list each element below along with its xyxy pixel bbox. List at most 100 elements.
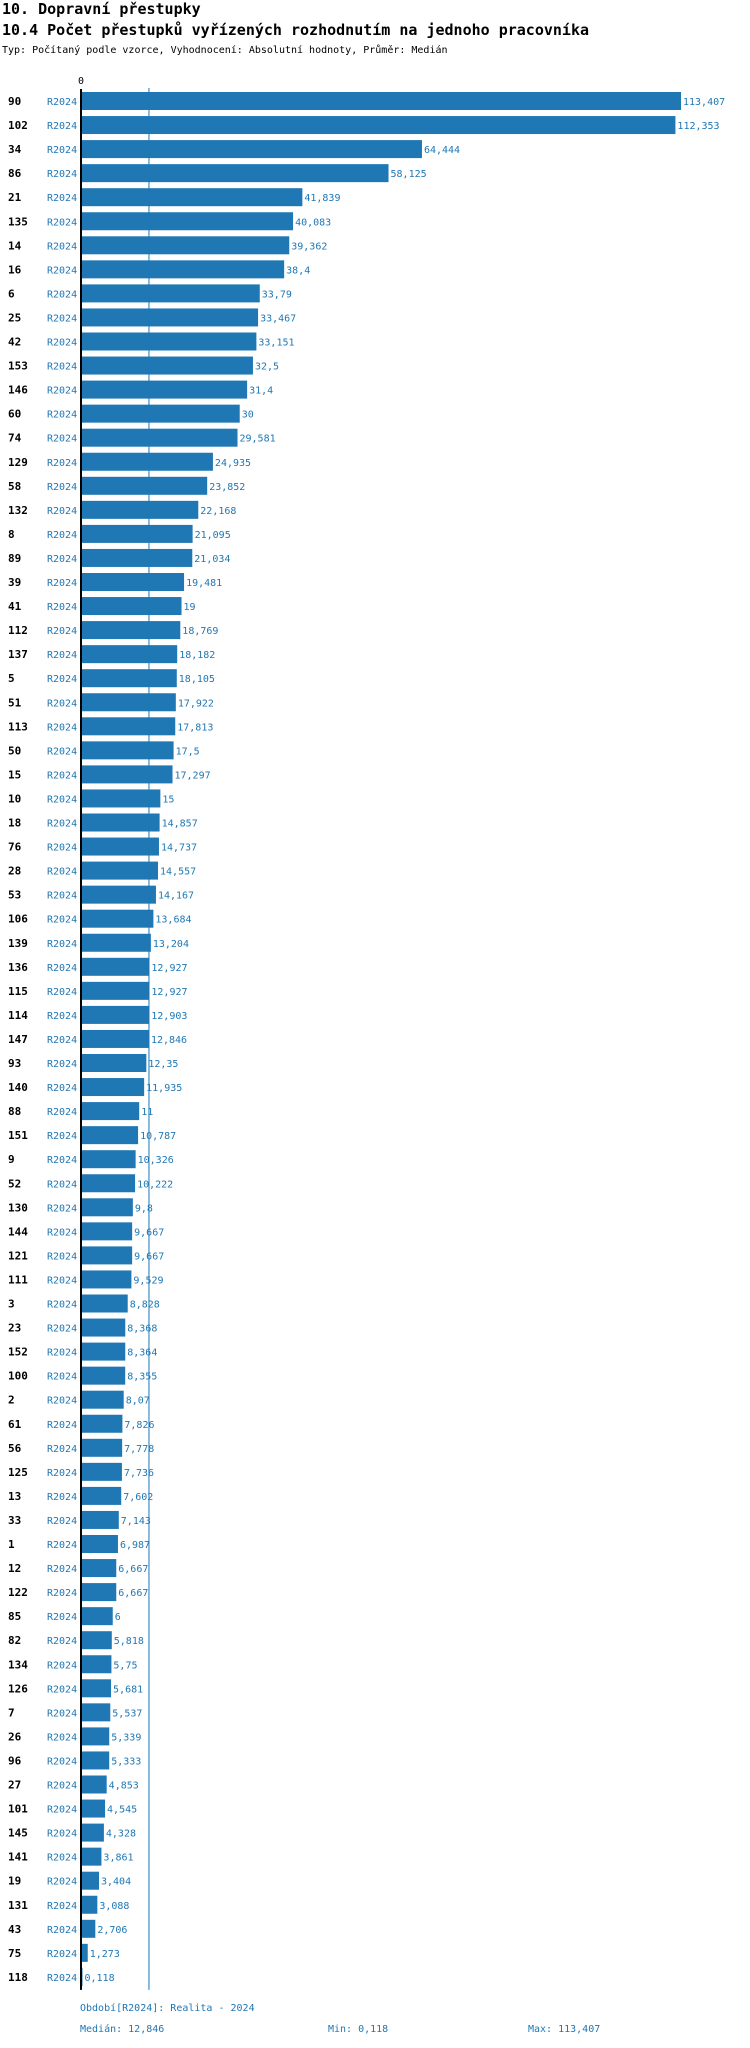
series-label: R2024 — [47, 1684, 77, 1695]
value-label: 6 — [115, 1612, 121, 1623]
series-label: R2024 — [47, 1059, 77, 1070]
category-label: 16 — [8, 263, 22, 276]
series-label: R2024 — [47, 1540, 77, 1551]
category-label: 131 — [8, 1899, 28, 1912]
category-label: 125 — [8, 1466, 28, 1479]
category-label: 122 — [8, 1586, 28, 1599]
value-label: 6,667 — [118, 1588, 148, 1599]
value-label: 15 — [162, 794, 174, 805]
category-label: 140 — [8, 1081, 28, 1094]
series-label: R2024 — [47, 1083, 77, 1094]
value-label: 33,467 — [260, 313, 296, 324]
category-label: 56 — [8, 1442, 22, 1455]
category-label: 88 — [8, 1105, 21, 1118]
bar — [81, 500, 199, 519]
value-label: 5,339 — [111, 1732, 141, 1743]
series-label: R2024 — [47, 1372, 77, 1383]
bar — [81, 524, 193, 543]
value-label: 29,581 — [240, 434, 276, 445]
value-label: 12,846 — [151, 1035, 187, 1046]
category-label: 50 — [8, 744, 21, 757]
value-label: 1,273 — [90, 1949, 120, 1960]
category-label: 126 — [8, 1682, 28, 1695]
chart-description: Typ: Počítaný podle vzorce, Vyhodnocení:… — [2, 45, 448, 56]
series-label: R2024 — [47, 843, 77, 854]
value-label: 24,935 — [215, 458, 251, 469]
series-label: R2024 — [47, 1949, 77, 1960]
value-label: 3,404 — [101, 1877, 131, 1888]
category-label: 132 — [8, 504, 28, 517]
value-label: 14,557 — [160, 867, 196, 878]
category-label: 112 — [8, 624, 28, 637]
series-label: R2024 — [47, 530, 77, 541]
series-label: R2024 — [47, 1636, 77, 1647]
category-label: 61 — [8, 1418, 22, 1431]
value-label: 5,75 — [113, 1660, 137, 1671]
bar — [81, 1919, 96, 1938]
series-label: R2024 — [47, 1396, 77, 1407]
series-label: R2024 — [47, 1203, 77, 1214]
category-label: 102 — [8, 119, 28, 132]
value-label: 5,537 — [112, 1708, 142, 1719]
category-label: 5 — [8, 672, 15, 685]
bar — [81, 1078, 145, 1097]
series-label: R2024 — [47, 1925, 77, 1936]
series-label: R2024 — [47, 434, 77, 445]
value-label: 64,444 — [424, 145, 460, 156]
category-label: 82 — [8, 1634, 21, 1647]
category-label: 106 — [8, 913, 28, 926]
bar — [81, 428, 238, 447]
series-label: R2024 — [47, 1588, 77, 1599]
series-label: R2024 — [47, 1564, 77, 1575]
series-label: R2024 — [47, 1011, 77, 1022]
bar — [81, 548, 193, 567]
series-label: R2024 — [47, 1756, 77, 1767]
category-label: 10 — [8, 792, 21, 805]
value-label: 12,35 — [148, 1059, 178, 1070]
bar — [81, 1751, 110, 1770]
value-label: 7,736 — [124, 1468, 154, 1479]
series-label: R2024 — [47, 939, 77, 950]
bar — [81, 1847, 102, 1866]
value-label: 13,684 — [155, 915, 191, 926]
chart-section-title: 10. Dopravní přestupky — [2, 0, 201, 18]
category-label: 130 — [8, 1201, 28, 1214]
category-label: 23 — [8, 1322, 21, 1335]
category-label: 9 — [8, 1153, 15, 1166]
series-label: R2024 — [47, 1973, 77, 1984]
category-label: 74 — [8, 432, 22, 445]
series-label: R2024 — [47, 819, 77, 830]
series-label: R2024 — [47, 1107, 77, 1118]
category-label: 136 — [8, 961, 28, 974]
value-label: 3,861 — [103, 1853, 133, 1864]
series-label: R2024 — [47, 1155, 77, 1166]
value-label: 19,481 — [186, 578, 222, 589]
category-label: 14 — [8, 239, 22, 252]
category-label: 146 — [8, 384, 28, 397]
value-label: 8,368 — [127, 1324, 157, 1335]
value-label: 10,222 — [137, 1179, 173, 1190]
series-label: R2024 — [47, 217, 77, 228]
category-label: 135 — [8, 215, 28, 228]
bar — [81, 1703, 111, 1722]
value-label: 5,818 — [114, 1636, 144, 1647]
category-label: 114 — [8, 1009, 28, 1022]
value-label: 21,034 — [194, 554, 230, 565]
category-label: 111 — [8, 1273, 28, 1286]
category-label: 13 — [8, 1490, 21, 1503]
category-label: 139 — [8, 937, 28, 950]
category-label: 8 — [8, 528, 15, 541]
value-label: 14,167 — [158, 891, 194, 902]
bar — [81, 356, 253, 375]
bar — [81, 597, 182, 616]
value-label: 58,125 — [391, 169, 427, 180]
value-label: 7,602 — [123, 1492, 153, 1503]
series-label: R2024 — [47, 386, 77, 397]
category-label: 147 — [8, 1033, 28, 1046]
category-label: 153 — [8, 360, 28, 373]
value-label: 3,088 — [99, 1901, 129, 1912]
bar — [81, 861, 159, 880]
bar — [81, 1029, 149, 1048]
value-label: 4,328 — [106, 1829, 136, 1840]
